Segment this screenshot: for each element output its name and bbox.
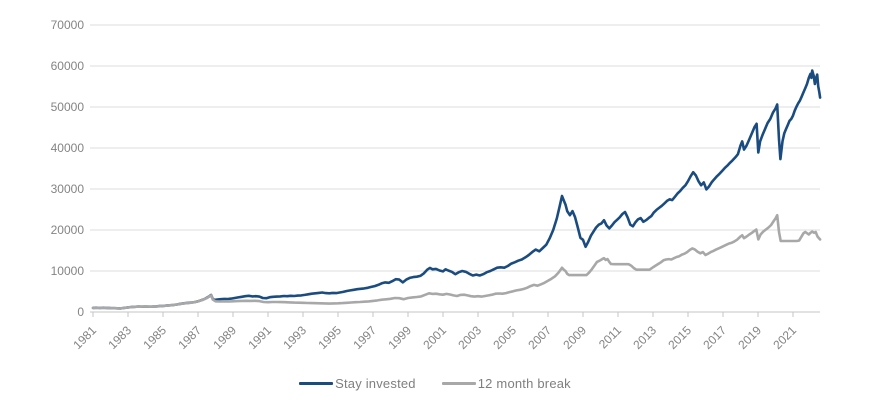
x-axis-tick-label: 1995: [315, 323, 344, 352]
x-axis-tick-label: 2017: [700, 323, 729, 352]
x-axis-tick-label: 1991: [245, 323, 274, 352]
x-axis-tick-label: 2001: [420, 323, 449, 352]
x-axis-tick-label: 2009: [560, 323, 589, 352]
x-axis-tick-label: 2003: [455, 323, 484, 352]
legend-item-stay-invested: Stay invested: [299, 376, 416, 391]
y-axis-tick-label: 20000: [51, 223, 85, 237]
x-axis-tick-label: 1987: [175, 323, 204, 352]
series-line-12-month-break: [91, 213, 822, 310]
y-axis-tick-label: 10000: [51, 264, 85, 278]
y-axis-tick-label: 30000: [51, 182, 85, 196]
x-axis-tick-label: 2005: [490, 323, 519, 352]
legend-label-12-month-break: 12 month break: [477, 376, 571, 391]
y-axis-tick-label: 70000: [51, 18, 85, 32]
x-axis-tick-label: 1989: [210, 323, 239, 352]
stay-invested-line-swatch: [299, 382, 334, 385]
y-axis-tick-label: 0: [77, 305, 84, 319]
x-axis-tick-label: 1983: [105, 323, 134, 352]
x-axis-tick-label: 2021: [770, 323, 799, 352]
chart-plot-area: 0 10000 20000 30000 40000 50000 60000 70000 1981…: [51, 18, 822, 352]
legend-item-12-month-break: 12 month break: [441, 376, 571, 391]
legend-label-stay-invested: Stay invested: [335, 376, 416, 391]
x-axis-tick-label: 2013: [630, 323, 659, 352]
y-axis-tick-label: 50000: [51, 100, 85, 114]
x-axis-tick-label: 1993: [280, 323, 309, 352]
x-axis-tick-label: 2007: [525, 323, 554, 352]
twelve-month-break-line-swatch: [441, 382, 476, 385]
series-line-stay-invested: [91, 69, 822, 310]
x-axis-tick-label: 2011: [596, 323, 624, 351]
x-axis-tick-label: 1985: [140, 323, 169, 352]
x-axis-tick-label: 1997: [350, 323, 379, 352]
x-axis-tick-label: 2019: [735, 323, 764, 352]
chart-legend: Stay invested 12 month break: [0, 376, 870, 391]
x-axis-tick-label: 1999: [385, 323, 414, 352]
y-axis-tick-label: 40000: [51, 141, 85, 155]
x-axis-tick-label: 1981: [70, 323, 99, 352]
x-axis-tick-label: 2015: [665, 323, 694, 352]
y-axis-tick-label: 60000: [51, 59, 85, 73]
